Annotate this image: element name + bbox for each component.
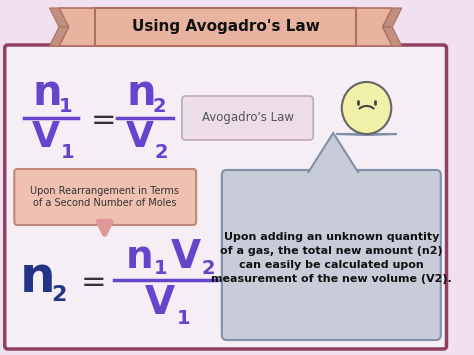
Text: $\mathbf{2}$: $\mathbf{2}$ — [152, 98, 166, 116]
Text: $\mathbf{2}$: $\mathbf{2}$ — [154, 142, 168, 162]
Text: $\mathbf{2}$: $\mathbf{2}$ — [51, 285, 67, 305]
Text: $=$: $=$ — [75, 266, 106, 295]
Text: $\mathbf{n}$: $\mathbf{n}$ — [19, 253, 53, 303]
Text: $\mathbf{1}$: $\mathbf{1}$ — [176, 308, 190, 328]
Text: $\mathbf{V}$: $\mathbf{V}$ — [125, 120, 155, 154]
Polygon shape — [336, 134, 397, 135]
Text: $\mathbf{1}$: $\mathbf{1}$ — [153, 258, 167, 278]
Text: $\mathbf{n}$: $\mathbf{n}$ — [126, 72, 154, 114]
FancyBboxPatch shape — [95, 8, 356, 46]
FancyBboxPatch shape — [182, 96, 313, 140]
Polygon shape — [49, 8, 69, 27]
Text: $\mathbf{n}$: $\mathbf{n}$ — [31, 72, 60, 114]
Polygon shape — [356, 8, 392, 46]
Text: Upon Rearrangement in Terms
of a Second Number of Moles: Upon Rearrangement in Terms of a Second … — [30, 186, 179, 208]
Polygon shape — [383, 8, 402, 27]
Text: Upon adding an unknown quantity
of a gas, the total new amount (n2)
can easily b: Upon adding an unknown quantity of a gas… — [211, 232, 452, 284]
Polygon shape — [307, 133, 360, 175]
Text: $=$: $=$ — [85, 104, 115, 132]
FancyBboxPatch shape — [14, 169, 196, 225]
Text: $\mathbf{1}$: $\mathbf{1}$ — [60, 142, 74, 162]
Text: Avogadro's Law: Avogadro's Law — [201, 111, 293, 125]
Text: $\mathbf{n}$: $\mathbf{n}$ — [125, 239, 151, 275]
Text: $\mathbf{V}$: $\mathbf{V}$ — [31, 120, 61, 154]
Text: $\mathbf{1}$: $\mathbf{1}$ — [58, 98, 72, 116]
FancyBboxPatch shape — [5, 45, 447, 349]
Polygon shape — [59, 8, 95, 46]
Text: Using Avogadro's Law: Using Avogadro's Law — [132, 20, 319, 34]
Polygon shape — [49, 27, 69, 46]
Text: $\mathbf{V}$: $\mathbf{V}$ — [144, 284, 176, 322]
Circle shape — [342, 82, 392, 134]
FancyBboxPatch shape — [222, 170, 441, 340]
Polygon shape — [383, 27, 402, 46]
Text: $\mathbf{V}$: $\mathbf{V}$ — [170, 239, 201, 275]
Text: $\mathbf{2}$: $\mathbf{2}$ — [201, 258, 215, 278]
